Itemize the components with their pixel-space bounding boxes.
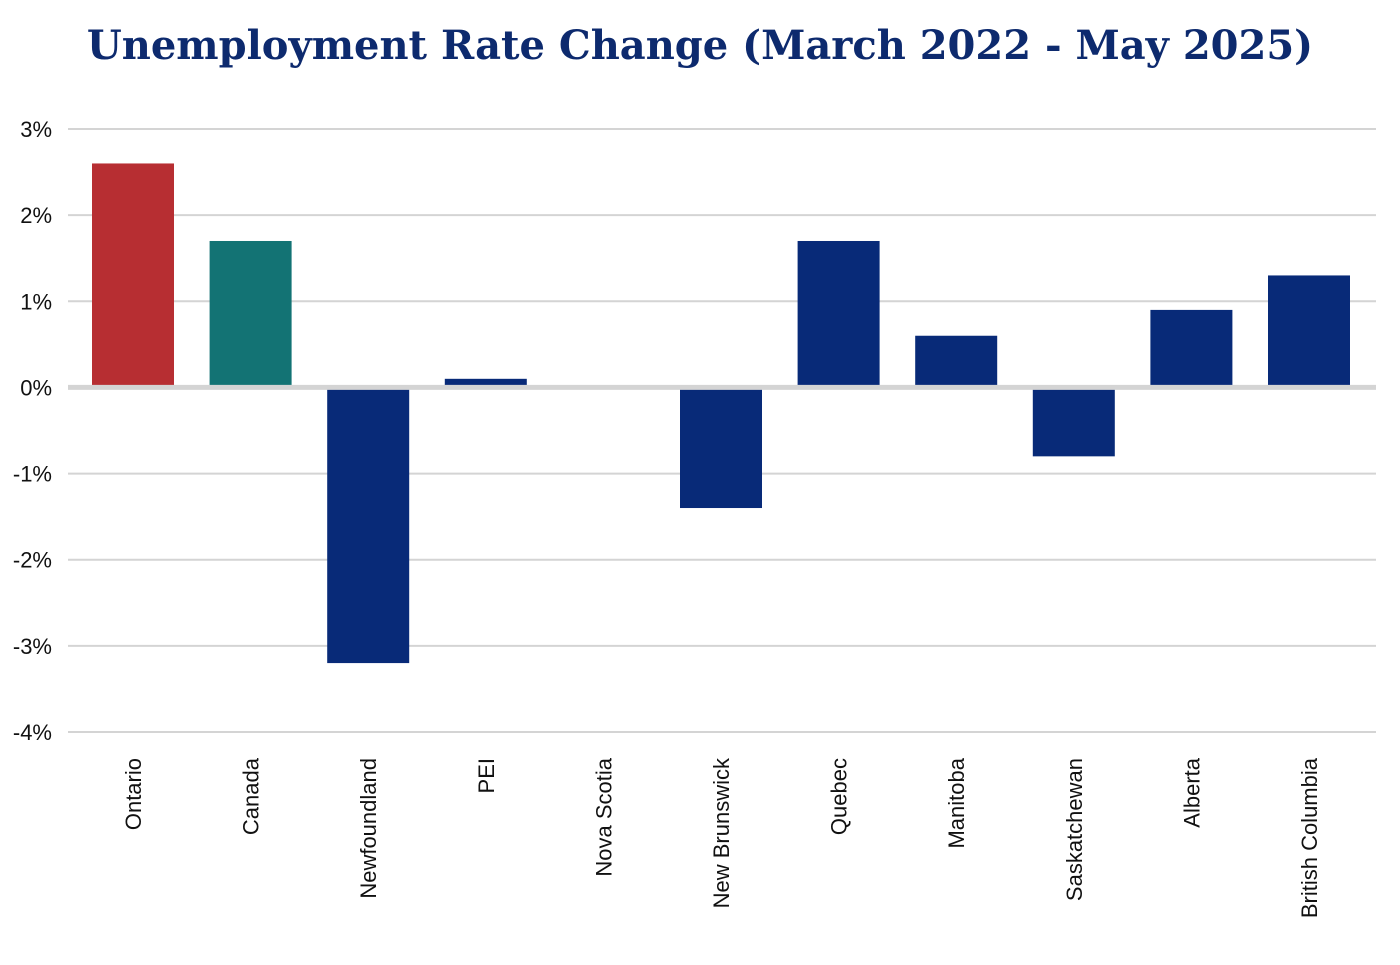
y-tick-label: 1% [20, 289, 52, 314]
bar-saskatchewan [1032, 387, 1115, 457]
bar-british-columbia [1268, 275, 1350, 388]
bar-manitoba [915, 335, 998, 388]
y-tick-label: -4% [13, 720, 52, 745]
bar-pei [444, 378, 527, 388]
y-tick-label: -3% [13, 634, 52, 659]
bar-canada [209, 240, 292, 388]
x-axis-category-labels: Ontario Canada Newfoundland PEI Nova Scotia N… [121, 757, 1322, 918]
category-label: Newfoundland [356, 758, 381, 899]
category-label: Manitoba [944, 757, 969, 848]
category-label: Quebec [827, 758, 852, 835]
bar-quebec [797, 240, 880, 388]
y-tick-label: 0% [20, 375, 52, 400]
category-label: British Columbia [1297, 757, 1322, 918]
y-tick-label: 2% [20, 203, 52, 228]
bar-new-brunswick [680, 387, 762, 509]
bars [92, 163, 1350, 664]
category-label: Alberta [1179, 757, 1204, 827]
category-label: PEI [474, 758, 499, 793]
category-label: Ontario [121, 758, 146, 830]
bar-alberta [1150, 309, 1233, 388]
category-label: Canada [239, 757, 264, 835]
bar-ontario [92, 163, 174, 388]
bar-newfoundland [327, 387, 410, 664]
y-axis-tick-labels: 3% 2% 1% 0% -1% -2% -3% -4% [13, 117, 52, 745]
category-label: Nova Scotia [591, 757, 616, 876]
y-tick-label: 3% [20, 117, 52, 142]
category-label: New Brunswick [709, 757, 734, 908]
y-tick-label: -1% [13, 462, 52, 487]
chart-title: Unemployment Rate Change (March 2022 - M… [86, 22, 1314, 69]
y-tick-label: -2% [13, 548, 52, 573]
category-label: Saskatchewan [1062, 758, 1087, 901]
